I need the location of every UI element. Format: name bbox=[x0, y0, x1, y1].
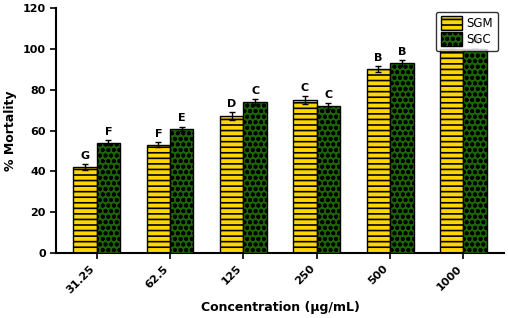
Bar bbox=[463, 49, 487, 253]
Text: F: F bbox=[105, 127, 112, 137]
Text: C: C bbox=[301, 83, 309, 93]
Bar bbox=[170, 128, 194, 253]
Text: A: A bbox=[448, 36, 456, 46]
Y-axis label: % Mortality: % Mortality bbox=[4, 90, 17, 171]
Bar bbox=[146, 145, 170, 253]
Bar bbox=[440, 49, 463, 253]
Text: C: C bbox=[251, 86, 259, 96]
Text: D: D bbox=[227, 99, 236, 109]
Bar bbox=[316, 106, 340, 253]
Text: G: G bbox=[80, 151, 89, 161]
Text: E: E bbox=[178, 114, 185, 123]
Bar bbox=[220, 116, 243, 253]
Bar bbox=[243, 102, 267, 253]
Text: B: B bbox=[374, 53, 383, 63]
Bar bbox=[367, 69, 390, 253]
Text: C: C bbox=[325, 90, 333, 100]
Text: B: B bbox=[398, 47, 406, 57]
Bar bbox=[73, 167, 97, 253]
Text: A: A bbox=[471, 36, 480, 46]
Bar bbox=[97, 143, 120, 253]
Text: F: F bbox=[154, 129, 162, 139]
Bar bbox=[293, 100, 316, 253]
Legend: SGM, SGC: SGM, SGC bbox=[436, 12, 498, 51]
Bar bbox=[390, 63, 414, 253]
X-axis label: Concentration (µg/mL): Concentration (µg/mL) bbox=[201, 301, 360, 314]
